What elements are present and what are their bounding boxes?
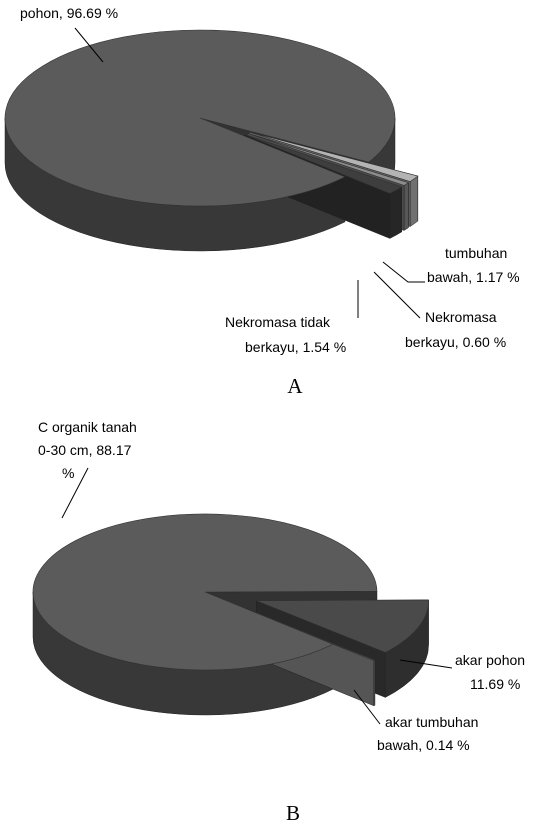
leader-line bbox=[399, 659, 453, 669]
pie-tops bbox=[4, 29, 419, 207]
slice-side bbox=[373, 659, 376, 707]
data-label: berkayu, 0.60 % bbox=[405, 334, 506, 350]
pie-tops bbox=[32, 513, 429, 671]
data-label: Nekromasa tidak bbox=[225, 314, 331, 330]
data-label: tumbuhan bbox=[445, 245, 507, 261]
caption: B bbox=[286, 801, 300, 825]
data-label: 0-30 cm, 88.17 bbox=[38, 442, 132, 458]
data-label: C organik tanah bbox=[38, 419, 137, 435]
slice bbox=[248, 131, 419, 182]
data-label: % bbox=[62, 465, 74, 481]
pie-chart: pohon, 96.69 % tumbuhan bawah, 1.17 % Nekro… bbox=[4, 5, 520, 398]
data-label: akar tumbuhan bbox=[385, 714, 478, 730]
slice bbox=[4, 29, 396, 207]
data-label: 11.69 % bbox=[470, 676, 520, 692]
slice bbox=[256, 599, 429, 653]
slice-side bbox=[403, 182, 409, 231]
leader-line bbox=[373, 271, 421, 319]
leader-line bbox=[353, 689, 381, 725]
data-label: pohon, 96.69 % bbox=[20, 5, 118, 21]
data-label: bawah, 0.14 % bbox=[377, 737, 470, 753]
data-label: berkayu, 1.54 % bbox=[245, 339, 346, 355]
slice bbox=[32, 513, 378, 671]
leader-line bbox=[382, 261, 425, 283]
leader-line bbox=[61, 467, 89, 519]
data-label: Nekromasa bbox=[425, 309, 497, 325]
data-label: bawah, 1.17 % bbox=[427, 269, 520, 285]
slice-side bbox=[389, 186, 403, 239]
pie-chart: C organik tanah 0-30 cm, 88.17% akar pohon… bbox=[32, 419, 525, 825]
data-label: akar pohon bbox=[455, 652, 525, 668]
slice bbox=[244, 134, 403, 194]
slice bbox=[247, 132, 410, 186]
leader-line bbox=[74, 27, 104, 63]
slice-side bbox=[409, 175, 419, 227]
slice bbox=[245, 608, 376, 662]
caption: A bbox=[287, 374, 303, 398]
